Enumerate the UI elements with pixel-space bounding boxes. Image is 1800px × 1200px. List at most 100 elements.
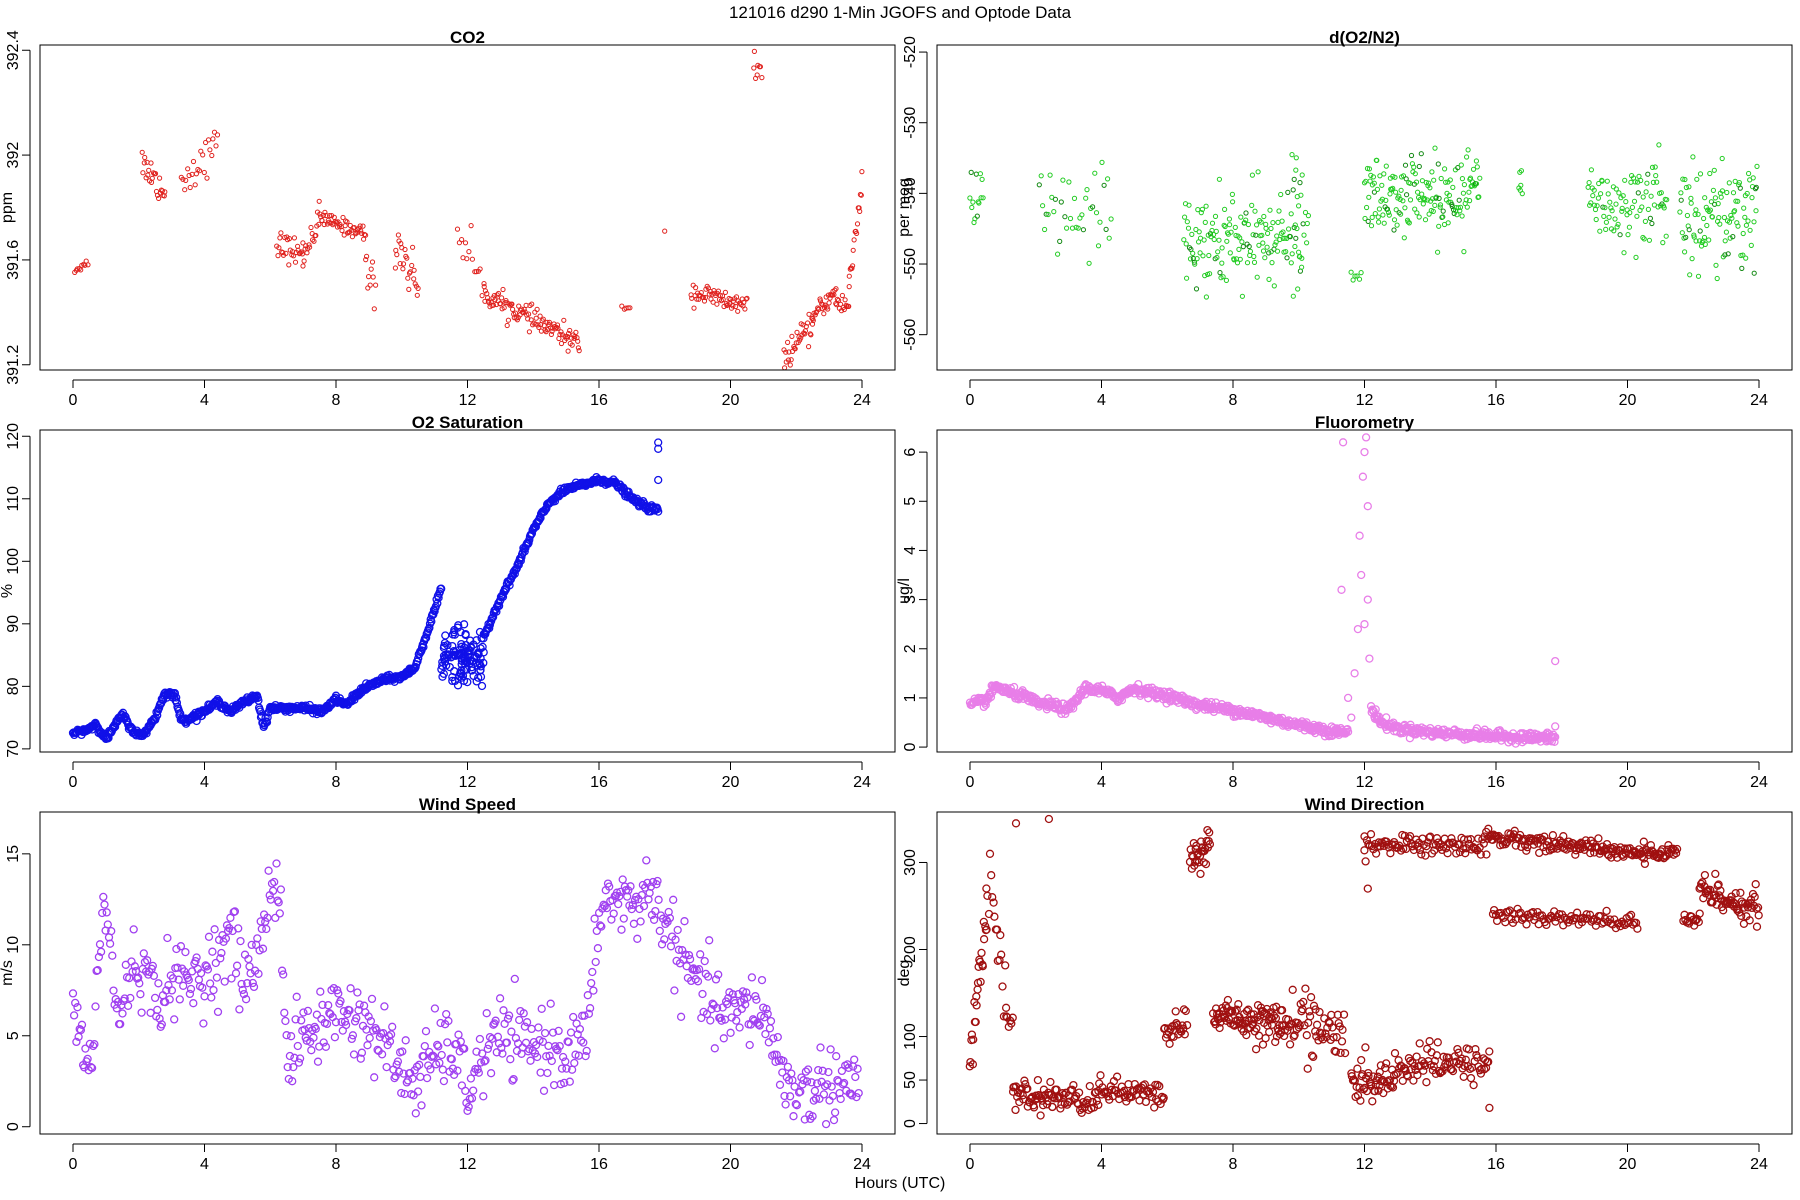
x-tick-label: 24	[1750, 774, 1768, 791]
data-point	[140, 957, 150, 967]
y-tick-label: 392.4	[5, 30, 22, 70]
data-point	[168, 974, 178, 983]
data-point	[203, 965, 213, 974]
data-point	[1716, 886, 1725, 895]
x-tick-label: 4	[200, 392, 209, 409]
data-point	[600, 902, 609, 911]
data-point	[1266, 276, 1272, 282]
x-tick-label: 0	[69, 392, 78, 409]
x-tick-label: 4	[200, 1156, 209, 1173]
y-tick-label: 3	[902, 595, 919, 604]
data-point	[1343, 727, 1353, 736]
data-point	[1390, 185, 1396, 191]
data-point	[100, 900, 109, 909]
data-point	[824, 1067, 833, 1077]
y-tick-label: 15	[5, 845, 22, 863]
data-point	[560, 1078, 569, 1088]
data-point	[1754, 163, 1760, 169]
x-tick-label: 0	[69, 774, 78, 791]
data-point	[1710, 187, 1717, 193]
data-point	[1718, 194, 1724, 200]
data-point	[364, 1012, 373, 1021]
data-point	[370, 274, 376, 280]
data-point	[696, 950, 705, 959]
data-point	[485, 295, 491, 301]
data-point	[1480, 1065, 1489, 1074]
data-point	[544, 1041, 553, 1051]
data-point	[1522, 920, 1531, 929]
data-point	[1743, 222, 1750, 228]
data-point	[720, 296, 726, 303]
data-point	[207, 993, 216, 1002]
data-point	[1649, 164, 1656, 170]
data-point	[1528, 908, 1538, 917]
data-point	[1702, 195, 1708, 201]
data-point	[789, 333, 795, 339]
data-point	[1392, 174, 1398, 180]
data-point	[1437, 204, 1443, 210]
data-point	[617, 925, 626, 934]
y-tick-label: 110	[5, 486, 22, 512]
x-tick-label: 0	[69, 1156, 78, 1173]
data-point	[540, 1028, 550, 1038]
data-point	[1427, 185, 1433, 191]
data-point	[1047, 172, 1053, 178]
data-point	[187, 184, 193, 191]
data-point	[1606, 214, 1612, 220]
data-point	[1688, 200, 1694, 206]
data-point	[1653, 173, 1659, 179]
data-point	[1023, 1102, 1032, 1111]
data-point	[278, 230, 284, 236]
data-point	[1432, 145, 1438, 151]
data-point	[1615, 221, 1621, 227]
data-point	[430, 1004, 440, 1013]
data-point	[405, 275, 411, 281]
data-point	[1331, 1047, 1341, 1056]
data-point	[157, 1020, 166, 1029]
data-point	[653, 876, 662, 886]
data-point	[1244, 260, 1251, 266]
data-point	[1449, 838, 1458, 848]
data-point	[162, 189, 168, 195]
data-point	[998, 982, 1007, 991]
data-point	[1625, 912, 1634, 921]
data-point	[1190, 250, 1196, 256]
data-point	[661, 919, 670, 929]
data-point	[534, 306, 540, 312]
data-point	[478, 1049, 487, 1058]
data-point	[733, 303, 739, 310]
data-point	[983, 891, 992, 900]
data-point	[474, 673, 483, 682]
data-point	[714, 970, 723, 979]
data-point	[1505, 834, 1514, 843]
data-point	[172, 698, 182, 707]
data-point	[408, 1074, 417, 1083]
data-point	[1036, 182, 1042, 188]
x-tick-label: 16	[1487, 392, 1505, 409]
data-point	[439, 1076, 449, 1086]
data-point	[319, 1038, 328, 1047]
data-point	[766, 1016, 776, 1026]
data-point	[406, 286, 412, 292]
data-point	[1353, 1091, 1363, 1100]
data-point	[311, 1024, 320, 1033]
x-tick-label: 4	[200, 774, 209, 791]
data-point	[710, 299, 716, 305]
data-point	[1360, 846, 1369, 855]
data-point	[186, 984, 196, 994]
data-point	[573, 329, 579, 335]
data-point	[773, 1032, 782, 1042]
data-point	[1511, 841, 1520, 850]
data-point	[254, 969, 263, 978]
data-point	[582, 1046, 591, 1056]
data-point	[971, 1017, 980, 1027]
data-point	[356, 1054, 365, 1063]
data-point	[146, 167, 152, 173]
data-point	[1401, 1066, 1410, 1076]
data-point	[587, 978, 596, 988]
data-point	[1640, 859, 1650, 869]
data-point	[673, 925, 682, 935]
data-point	[1608, 205, 1614, 211]
data-point	[363, 257, 369, 263]
data-point	[1304, 240, 1310, 246]
